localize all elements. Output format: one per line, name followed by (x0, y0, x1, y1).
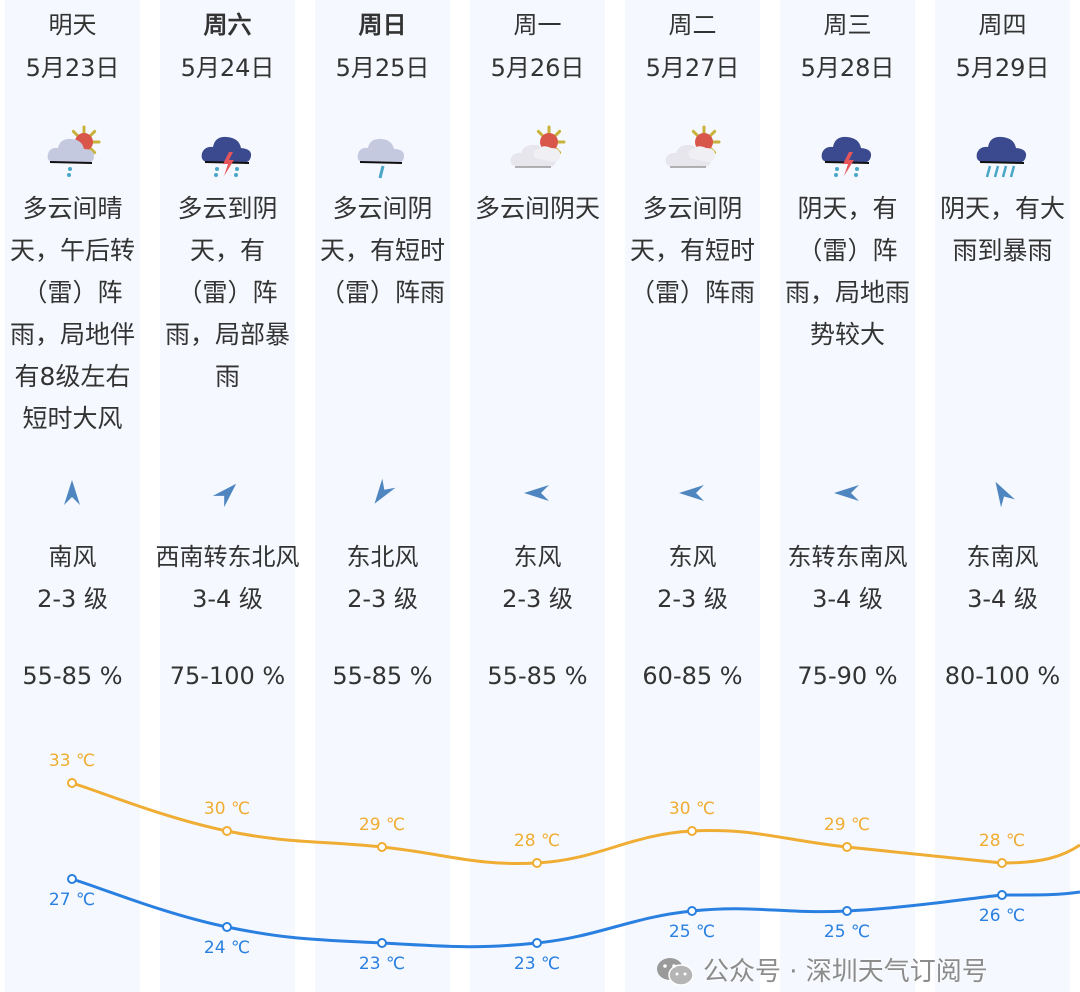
day-date: 5月24日 (180, 54, 275, 82)
wind-direction: 东北风 (346, 543, 419, 571)
partly-cloudy-icon (662, 122, 724, 180)
weather-description: 阴天，有大雨到暴雨 (939, 194, 1065, 265)
weather-description: 多云间阴天 (474, 194, 600, 223)
humidity: 60-85 % (642, 662, 743, 690)
weather-description: 多云到阴天，有（雷）阵雨，局部暴雨 (164, 194, 290, 391)
day-date: 5月28日 (800, 54, 895, 82)
wind-level: 3-4 级 (192, 585, 263, 613)
wind-direction-arrow-icon (677, 478, 707, 508)
wind-direction-arrow-icon (522, 478, 552, 508)
wind-level: 2-3 级 (347, 585, 418, 613)
humidity: 75-90 % (797, 662, 898, 690)
wind-level: 3-4 级 (812, 585, 883, 613)
wind-level: 2-3 级 (657, 585, 728, 613)
wind-level: 3-4 级 (967, 585, 1038, 613)
wind-direction: 东风 (513, 543, 562, 571)
forecast-day-column: 周二 5月27日 多云间阴天，有短时（雷）阵雨 东风 2-3 级 60-85 % (625, 0, 760, 992)
day-date: 5月25日 (335, 54, 430, 82)
day-date: 5月27日 (645, 54, 740, 82)
wind-direction: 南风 (48, 543, 97, 571)
partly-cloudy-rain-icon (42, 122, 104, 180)
wind-level: 2-3 级 (37, 585, 108, 613)
cloudy-rain-icon (352, 122, 414, 180)
wechat-icon (657, 958, 694, 986)
forecast-day-column: 周日 5月25日 多云间阴天，有短时（雷）阵雨 东北风 2-3 级 55-85 … (315, 0, 450, 992)
wind-direction-arrow-icon (367, 478, 397, 508)
forecast-day-column: 明天 5月23日 多云间晴天，午后转（雷）阵雨，局地伴有8级左右短时大风 南风 … (5, 0, 140, 992)
weather-description: 多云间阴天，有短时（雷）阵雨 (629, 194, 755, 307)
wind-direction-arrow-icon (832, 478, 862, 508)
wind-direction: 东南风 (966, 543, 1039, 571)
day-name: 周一 (513, 11, 562, 39)
weather-description: 多云间晴天，午后转（雷）阵雨，局地伴有8级左右短时大风 (9, 194, 135, 433)
thunderstorm-icon (197, 122, 259, 180)
humidity: 55-85 % (487, 662, 588, 690)
watermark: 公众号 · 深圳天气订阅号 (655, 955, 988, 989)
wind-direction-arrow-icon (57, 478, 87, 508)
heavy-rain-icon (972, 122, 1034, 180)
partly-cloudy-icon (507, 122, 569, 180)
wind-direction: 东转东南风 (787, 543, 908, 571)
weather-description: 多云间阴天，有短时（雷）阵雨 (319, 194, 445, 307)
wind-direction-arrow-icon (987, 478, 1017, 508)
humidity: 80-100 % (944, 662, 1061, 690)
day-name: 周六 (203, 11, 252, 39)
thunderstorm-icon (817, 122, 879, 180)
watermark-text: 公众号 · 深圳天气订阅号 (703, 957, 988, 987)
forecast-day-column: 周一 5月26日 多云间阴天 东风 2-3 级 55-85 % (470, 0, 605, 992)
humidity: 55-85 % (332, 662, 433, 690)
day-name: 周四 (978, 11, 1027, 39)
day-name: 明天 (48, 11, 97, 39)
day-name: 周二 (668, 11, 717, 39)
wind-direction: 西南转东北风 (155, 543, 300, 571)
wind-direction-arrow-icon (212, 478, 242, 508)
wind-direction: 东风 (668, 543, 717, 571)
humidity: 75-100 % (169, 662, 286, 690)
day-name: 周日 (358, 11, 407, 39)
forecast-day-column: 周三 5月28日 阴天，有（雷）阵雨，局地雨势较大 东转东南风 3-4 级 75… (780, 0, 915, 992)
day-name: 周三 (823, 11, 872, 39)
weather-description: 阴天，有（雷）阵雨，局地雨势较大 (784, 194, 910, 349)
day-date: 5月29日 (955, 54, 1050, 82)
wind-level: 2-3 级 (502, 585, 573, 613)
day-date: 5月26日 (490, 54, 585, 82)
forecast-day-column: 周四 5月29日 阴天，有大雨到暴雨 东南风 3-4 级 80-100 % (935, 0, 1070, 992)
humidity: 55-85 % (22, 662, 123, 690)
forecast-day-column: 周六 5月24日 多云到阴天，有（雷）阵雨，局部暴雨 西南转东北风 3-4 级 … (156, 0, 300, 992)
day-date: 5月23日 (25, 54, 120, 82)
